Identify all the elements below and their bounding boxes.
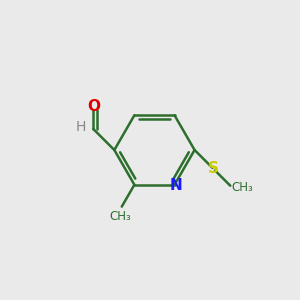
Text: H: H <box>76 121 86 134</box>
Text: N: N <box>169 178 182 193</box>
Text: S: S <box>208 161 218 176</box>
Text: CH₃: CH₃ <box>110 210 131 223</box>
Text: O: O <box>87 99 101 114</box>
Text: CH₃: CH₃ <box>232 181 254 194</box>
